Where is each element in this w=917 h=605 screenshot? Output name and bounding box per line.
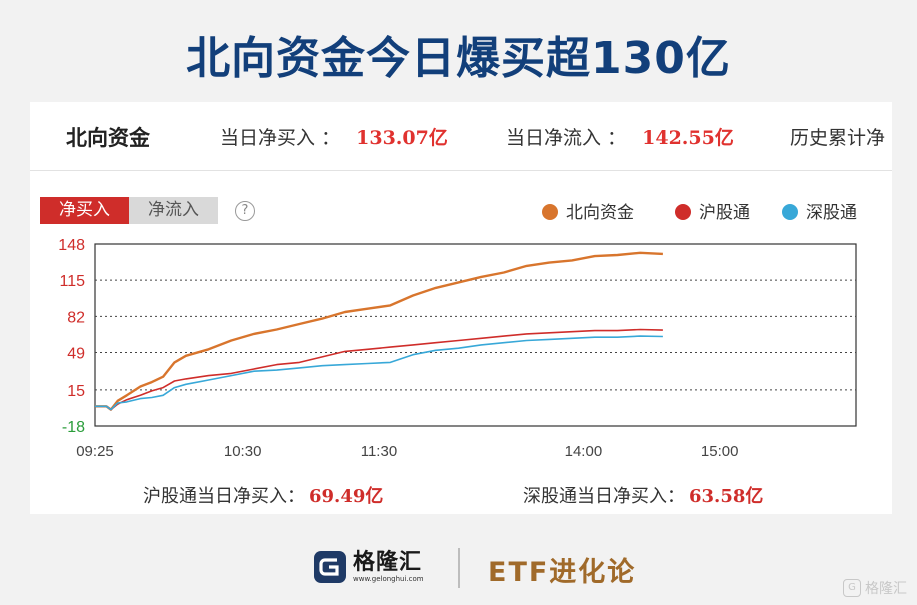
x-tick-label: 14:00: [565, 443, 603, 460]
y-tick-label: 148: [58, 237, 85, 254]
shenzhen-net-buy-label: 深股通当日净买入：: [523, 486, 685, 507]
net-buy-stat: 当日净买入 ： 133.07亿: [220, 123, 448, 150]
net-buy-label: 当日净买入: [220, 127, 316, 149]
legend-label-shanghai: 沪股通: [699, 203, 750, 223]
shenzhen-net-buy-value: 63.58亿: [689, 486, 764, 507]
series-line-shanghai: [95, 328, 663, 411]
history-link[interactable]: 历史累计净: [790, 127, 886, 149]
etf-brand: ETF进化论: [488, 557, 637, 588]
shenzhen-net-buy-stat: 深股通当日净买入： 63.58亿: [523, 482, 763, 508]
y-tick-label: 15: [67, 383, 85, 400]
net-inflow-stat: 当日净流入 ： 142.55亿: [506, 123, 734, 150]
legend-shanghai[interactable]: 沪股通: [675, 198, 750, 223]
mode-tabs: 净买入 净流入: [40, 197, 218, 224]
y-tick-label: 49: [67, 346, 85, 363]
tab-net-buy[interactable]: 净买入: [40, 197, 129, 224]
gelonghui-logo: 格隆汇 www.gelonghui.com: [313, 548, 424, 586]
summary-title: 北向资金: [66, 126, 150, 150]
net-inflow-separator: ：: [607, 127, 627, 149]
page-headline: 北向资金今日爆买超130亿: [186, 33, 731, 84]
footer-divider: [458, 548, 460, 588]
legend-label-northbound: 北向资金: [566, 203, 634, 223]
x-tick-label: 15:00: [701, 443, 739, 460]
watermark-icon: G: [843, 579, 861, 597]
shanghai-net-buy-value: 69.49亿: [309, 486, 384, 507]
summary-bar: 北向资金 当日净买入 ： 133.07亿 当日净流入 ： 142.55亿 历史累…: [30, 102, 892, 171]
y-tick-label: 82: [67, 309, 85, 326]
tab-net-inflow[interactable]: 净流入: [129, 197, 218, 224]
series-line-northbound: [95, 251, 663, 411]
y-tick-label: 115: [59, 273, 85, 290]
northbound-card: 北向资金 当日净买入 ： 133.07亿 当日净流入 ： 142.55亿 历史累…: [30, 102, 892, 514]
shanghai-net-buy-label: 沪股通当日净买入：: [143, 486, 305, 507]
net-buy-value: 133.07亿: [356, 127, 448, 149]
net-inflow-label: 当日净流入: [506, 127, 602, 149]
legend-label-shenzhen: 深股通: [806, 203, 857, 223]
y-tick-label: -18: [62, 419, 85, 436]
net-inflow-value: 142.55亿: [642, 127, 734, 149]
x-tick-label: 09:25: [76, 443, 114, 460]
series-line-shenzhen: [95, 335, 663, 411]
legend-shenzhen[interactable]: 深股通: [782, 198, 857, 223]
plot-frame: [94, 243, 857, 427]
watermark: G 格隆汇: [843, 578, 907, 598]
legend-dot-northbound: [542, 204, 558, 220]
net-buy-separator: ：: [321, 127, 341, 149]
northbound-line-chart: 148 115 82 49 15 -18 09:25 10:30 11:30 14:00 15:00: [58, 237, 857, 460]
x-tick-label: 10:30: [224, 443, 262, 460]
x-tick-label: 11:30: [361, 443, 397, 460]
logo-name: 格隆汇: [353, 549, 423, 575]
legend-dot-shenzhen: [782, 204, 798, 220]
help-icon[interactable]: ?: [235, 201, 255, 221]
legend-northbound[interactable]: 北向资金: [542, 198, 634, 223]
watermark-text: 格隆汇: [865, 581, 907, 597]
logo-url: www.gelonghui.com: [353, 574, 424, 583]
legend-dot-shanghai: [675, 204, 691, 220]
shanghai-net-buy-stat: 沪股通当日净买入： 69.49亿: [143, 482, 383, 508]
gelonghui-logo-icon: [314, 551, 346, 583]
